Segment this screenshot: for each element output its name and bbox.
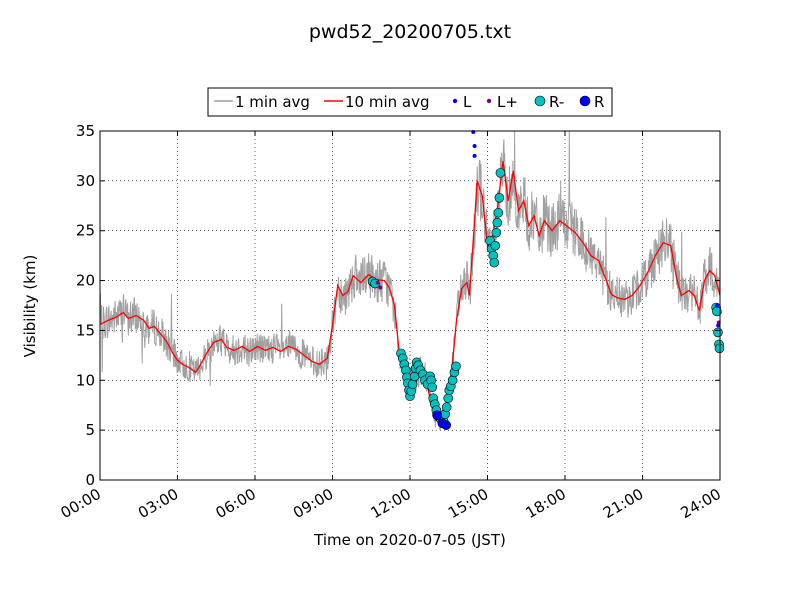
y-axis-label: Visibility (km) [21, 255, 39, 358]
y-tick-label-5: 25 [76, 222, 95, 240]
x-axis-label: Time on 2020-07-05 (JST) [313, 531, 506, 549]
marker-r-minus-31 [443, 393, 454, 404]
legend-label-1-min-avg: 1 min avg [235, 93, 310, 111]
legend-label-l-plus: L+ [497, 93, 518, 111]
marker-r-minus-45 [494, 193, 505, 203]
y-tick-label-4: 20 [76, 272, 95, 290]
chart-title: pwd52_20200705.txt [309, 21, 511, 43]
marker-r-minus-22 [427, 382, 438, 393]
legend-swatch-l-plus [486, 98, 492, 104]
line-1-min-avg [99, 130, 721, 430]
marker-r-minus-41 [490, 240, 501, 251]
marker-l-3 [714, 303, 719, 308]
legend-label-10-min-avg: 10 min avg [345, 93, 430, 111]
marker-r-minus-44 [493, 207, 504, 218]
marker-r-minus-36 [451, 361, 461, 372]
y-axis-ticks: 0 5 10 15 20 25 30 35 [76, 122, 720, 489]
marker-r-minus-40 [489, 257, 500, 268]
series-1-min-avg [99, 130, 721, 430]
marker-r-2 [441, 420, 451, 430]
marker-r-0 [432, 410, 442, 420]
marker-r-minus-34 [447, 375, 458, 386]
y-tick-label-7: 35 [76, 122, 95, 140]
marker-r-minus-46 [495, 168, 506, 178]
marker-r-minus-11 [407, 379, 418, 390]
marker-r-minus-42 [491, 227, 502, 238]
marker-l-plus-1 [378, 285, 383, 290]
y-tick-label-0: 0 [85, 471, 95, 489]
marker-l-plus-0 [375, 280, 380, 285]
weather-markers [367, 129, 725, 430]
marker-l-1 [472, 153, 477, 158]
marker-r-minus-49 [713, 327, 723, 338]
legend-swatch-r [579, 95, 591, 107]
legend-swatch-r-minus [534, 95, 546, 107]
legend-swatch-l [452, 98, 458, 104]
marker-r-minus-30 [441, 402, 452, 413]
legend: 1 min avg 10 min avg L L+ R- R [207, 87, 613, 117]
legend-label-r: R [594, 93, 604, 111]
y-tick-label-2: 10 [76, 371, 95, 389]
marker-r-minus-43 [492, 217, 503, 228]
marker-l-0 [472, 143, 477, 148]
legend-label-l: L [463, 93, 472, 111]
marker-l-4 [716, 323, 721, 328]
y-tick-label-6: 30 [76, 172, 95, 190]
marker-r-minus-51 [714, 343, 725, 354]
y-tick-label-3: 15 [76, 321, 95, 339]
legend-label-r-minus: R- [549, 93, 564, 111]
y-tick-label-1: 5 [85, 421, 95, 439]
